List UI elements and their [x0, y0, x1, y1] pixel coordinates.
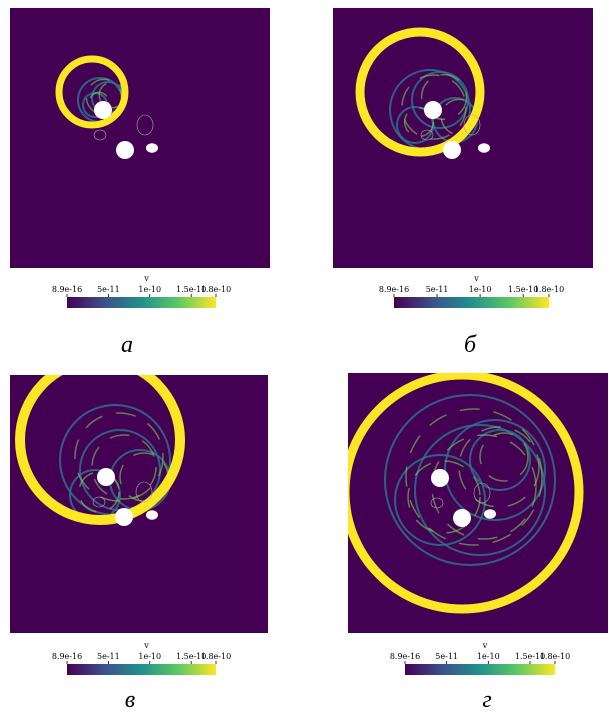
- colorbar-tick-label: 8.9e-16: [390, 652, 420, 661]
- panel-label: в: [125, 687, 135, 712]
- simulation-image: [10, 8, 270, 268]
- obstacle: [453, 509, 471, 527]
- obstacle: [424, 101, 442, 119]
- colorbar-title: v: [473, 274, 479, 283]
- colorbar-tick-label: 1.8e-10: [540, 652, 570, 661]
- simulation-image: [333, 8, 593, 268]
- colorbar-tick-label: 5e-11: [97, 652, 120, 661]
- obstacle: [478, 143, 490, 153]
- obstacle: [443, 141, 461, 159]
- colorbar-tick-label: 1e-10: [138, 285, 161, 294]
- obstacle: [146, 510, 158, 520]
- colorbar-title: v: [482, 641, 488, 650]
- simulation-image: [10, 360, 268, 633]
- figure: v8.9e-165e-111e-101.5e-101.8e-10аv8.9e-1…: [0, 0, 609, 712]
- colorbar-title: v: [143, 274, 149, 283]
- colorbar-tick-label: 1e-10: [477, 652, 500, 661]
- obstacle: [94, 101, 112, 119]
- obstacle: [484, 509, 496, 519]
- obstacle: [146, 143, 158, 153]
- obstacle: [431, 469, 449, 487]
- colorbar-tick-label: 1.8e-10: [201, 652, 231, 661]
- obstacle: [97, 468, 115, 486]
- simulation-image: [345, 373, 608, 633]
- colorbar-tick-label: 8.9e-16: [52, 652, 82, 661]
- colorbar-tick-label: 8.9e-16: [379, 285, 409, 294]
- colorbar-tick-label: 5e-11: [426, 285, 449, 294]
- colorbar: [67, 297, 216, 308]
- colorbar-tick-label: 1e-10: [138, 652, 161, 661]
- panel-label: б: [464, 332, 477, 358]
- colorbar-tick-label: 5e-11: [97, 285, 120, 294]
- colorbar-tick-label: 1.8e-10: [534, 285, 564, 294]
- obstacle: [115, 508, 133, 526]
- obstacle: [116, 141, 134, 159]
- panel-label: а: [121, 332, 133, 358]
- colorbar-tick-label: 8.9e-16: [52, 285, 82, 294]
- colorbar-tick-label: 1.8e-10: [201, 285, 231, 294]
- colorbar-tick-label: 1e-10: [469, 285, 492, 294]
- colorbar-title: v: [143, 641, 149, 650]
- colorbar: [405, 664, 555, 675]
- panel-label: г: [482, 687, 491, 712]
- background: [348, 373, 608, 633]
- colorbar: [67, 664, 216, 675]
- background: [10, 8, 270, 268]
- colorbar-tick-label: 5e-11: [435, 652, 458, 661]
- colorbar: [394, 297, 549, 308]
